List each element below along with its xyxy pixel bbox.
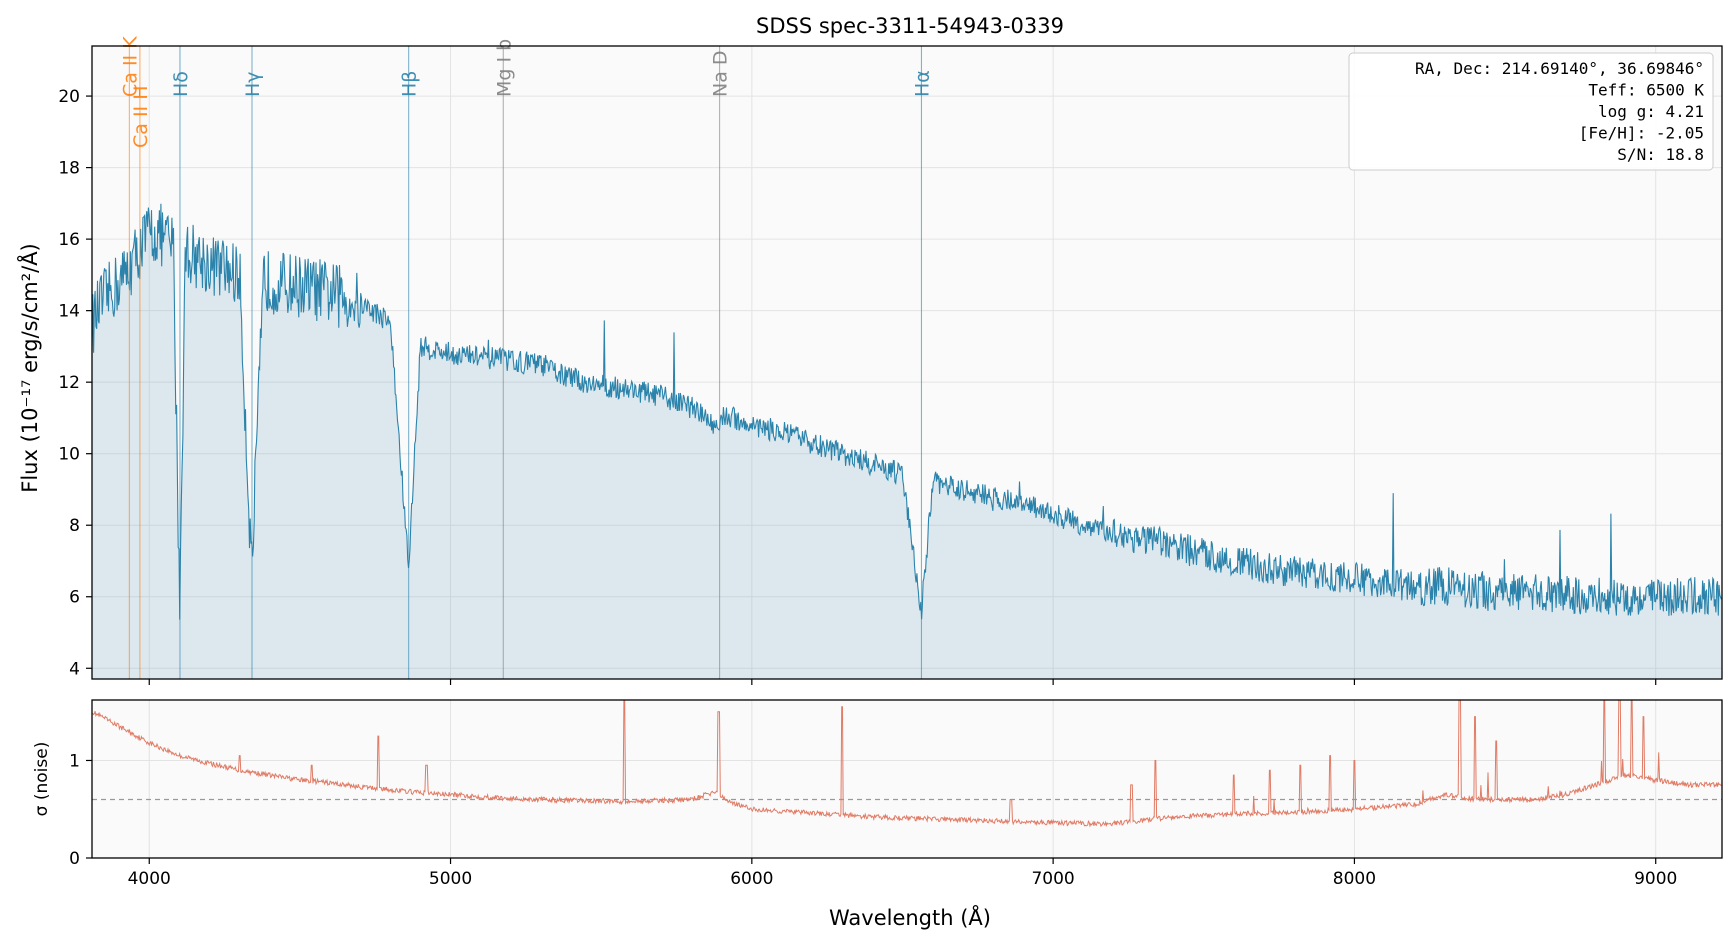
x-tick-label: 5000	[429, 869, 472, 889]
spectral-line-label: Hδ	[170, 71, 192, 97]
noise-axis-label: σ (noise)	[32, 742, 52, 817]
flux-y-tick-label: 14	[58, 302, 80, 322]
flux-panel: Ca II KCa II H Hδ Hγ Hβ Mg I b Na D Hα RA, Dec:…	[58, 36, 1723, 685]
noise-y-tick-label: 1	[69, 751, 80, 771]
spectral-line-label: Na D	[710, 50, 732, 97]
info-box-line: log g: 4.21	[1598, 102, 1704, 121]
info-box-line: [Fe/H]: -2.05	[1579, 124, 1704, 143]
info-box: RA, Dec: 214.69140°, 36.69846° Teff: 6500…	[1348, 52, 1714, 171]
flux-fill	[92, 203, 1722, 679]
spectral-line-label: Hα	[911, 70, 933, 97]
x-tick-label: 9000	[1634, 869, 1677, 889]
noise-y-tick-label: 0	[69, 849, 80, 869]
info-box-line: S/N: 18.8	[1617, 145, 1704, 164]
flux-y-tick-label: 4	[69, 659, 80, 679]
noise-plot-frame	[91, 699, 1723, 859]
info-box-line: RA, Dec: 214.69140°, 36.69846°	[1415, 59, 1704, 78]
flux-y-tick-label: 8	[69, 516, 80, 536]
x-tick-label: 7000	[1031, 869, 1074, 889]
x-tick-label: 4000	[128, 869, 171, 889]
info-box-line: Teff: 6500 K	[1588, 81, 1704, 100]
wavelength-axis-label: Wavelength (Å)	[829, 904, 991, 930]
flux-y-tick-label: 16	[58, 230, 80, 250]
noise-series-line	[91, 699, 1722, 828]
spectral-line-label: Hγ	[242, 71, 264, 97]
flux-axis-label: Flux (10⁻¹⁷ erg/s/cm²/Å)	[16, 243, 42, 493]
flux-y-tick-label: 20	[58, 87, 80, 107]
spectral-line-label: Mg I b	[493, 39, 515, 97]
noise-panel: 0 1 4000 5000 6000 7000 8000 9000	[69, 699, 1723, 889]
spectral-line-label: Ca II K	[119, 36, 141, 97]
flux-y-tick-label: 12	[58, 373, 80, 393]
flux-y-tick-label: 10	[58, 445, 80, 465]
spectral-line-label: Ca II H	[130, 86, 152, 148]
x-tick-label: 6000	[730, 869, 773, 889]
flux-y-tick-label: 6	[69, 588, 80, 608]
noise-plot-background	[92, 700, 1722, 858]
x-tick-label: 8000	[1333, 869, 1376, 889]
flux-y-tick-label: 18	[58, 159, 80, 179]
flux-series-line	[91, 203, 1722, 620]
info-box-frame	[1348, 52, 1714, 171]
spectral-line-label: Hβ	[399, 71, 421, 97]
chart-title: SDSS spec-3311-54943-0339	[756, 14, 1064, 38]
flux-plot-frame	[91, 45, 1723, 680]
